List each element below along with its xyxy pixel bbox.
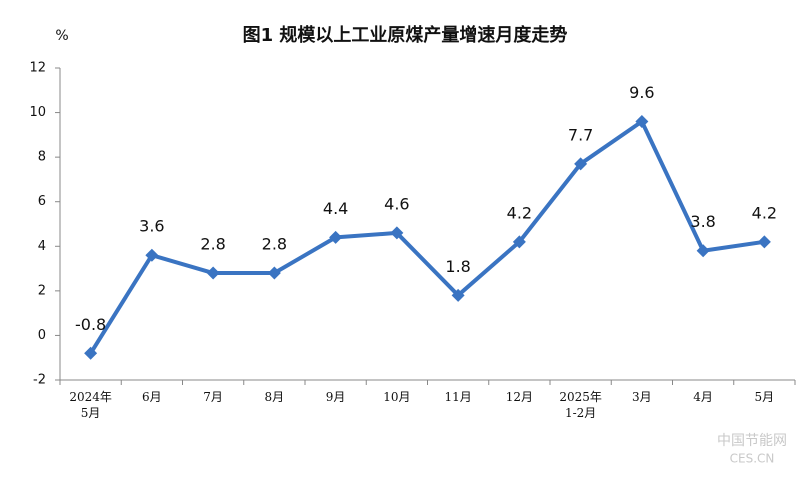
y-tick-label: 6 [38,194,46,209]
data-point [267,266,281,280]
chart-title: 图1 规模以上工业原煤产量增速月度走势 [243,24,568,46]
y-tick-label: 4 [38,239,46,254]
y-tick-label: 0 [38,328,46,343]
data-point [145,248,159,262]
x-tick-label: 5月 [755,390,775,404]
data-label: 3.6 [139,217,164,236]
data-label: 9.6 [629,83,654,102]
data-label: 7.7 [568,125,593,144]
x-tick-label: 3月 [632,390,652,404]
x-tick-label: 8月 [265,390,285,404]
x-tick-label: 12月 [506,390,533,404]
data-point [451,288,465,302]
data-label: 4.2 [752,203,777,222]
x-tick-label: 7月 [203,390,223,404]
data-label: 2.8 [262,235,287,254]
x-tick-label: 2025年 1-2月 [559,390,602,420]
y-tick-label: -2 [33,373,46,388]
data-label: 4.2 [507,203,532,222]
x-tick-label: 4月 [693,390,713,404]
watermark: 中国节能网 [717,433,787,449]
x-tick-label: 9月 [326,390,346,404]
y-tick-label: 10 [29,105,46,120]
y-axis-label: % [55,28,68,44]
y-tick-label: 2 [38,283,46,298]
data-point [757,235,771,249]
data-label: 1.8 [445,257,470,276]
data-point [84,346,98,360]
data-label: 3.8 [690,212,715,231]
data-label: -0.8 [75,315,106,334]
data-point [390,226,404,240]
data-label: 4.4 [323,199,348,218]
y-tick-label: 8 [38,150,46,165]
watermark: CES.CN [730,452,775,466]
x-tick-label: 10月 [383,390,410,404]
data-label: 4.6 [384,194,409,213]
data-point [512,235,526,249]
data-point [206,266,220,280]
x-tick-label: 2024年 5月 [69,390,112,420]
data-point [696,244,710,258]
data-point [635,114,649,128]
data-point [329,230,343,244]
x-tick-label: 6月 [142,390,162,404]
x-tick-label: 11月 [444,390,471,404]
y-tick-label: 12 [29,61,46,76]
data-point [574,157,588,171]
data-line [88,119,765,355]
data-label: 2.8 [200,235,225,254]
